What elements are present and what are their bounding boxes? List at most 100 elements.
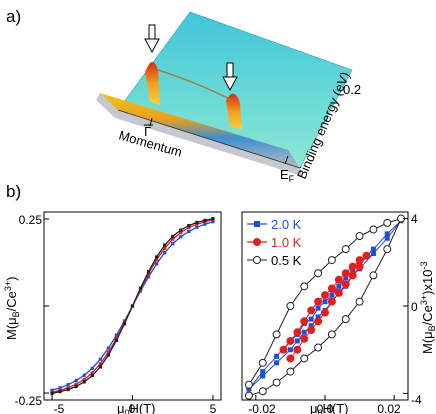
right-point-1-0-k-8 [334, 275, 343, 284]
right-point-0-5-k-6 [327, 256, 336, 265]
left-point-series-0-19 [203, 222, 207, 226]
chart-right-ticks [255, 218, 408, 400]
left-ytick-top: 0.25 [19, 213, 43, 227]
right-point-1-0-k-16 [334, 288, 343, 297]
right-point-2-0-k-25 [315, 314, 321, 320]
quasiparticle-peak-left [145, 61, 160, 105]
left-xtick-neg: -5 [54, 402, 65, 414]
right-point-0-5-k-14 [355, 297, 364, 306]
left-point-series-1-2 [66, 386, 70, 390]
left-point-series-2-4 [82, 380, 86, 384]
left-point-series-2-13 [155, 255, 159, 259]
left-point-series-2-3 [74, 384, 78, 389]
right-point-1-0-k-9 [341, 269, 350, 278]
left-point-series-0-0 [50, 388, 54, 392]
right-point-2-0-k-18 [370, 251, 376, 257]
right-point-0-5-k-13 [369, 271, 378, 280]
left-point-series-1-6 [98, 362, 102, 366]
right-point-0-5-k-20 [272, 378, 281, 387]
right-point-1-0-k-5 [314, 297, 323, 306]
left-point-series-0-15 [171, 242, 175, 246]
left-point-series-1-5 [90, 371, 94, 375]
right-point-0-5-k-10 [383, 218, 392, 227]
left-point-series-2-7 [106, 353, 110, 357]
right-point-2-0-k-8 [322, 299, 328, 305]
right-point-0-5-k-22 [244, 391, 253, 400]
right-xtick-neg: -0.02 [248, 402, 276, 414]
right-point-2-0-k-26 [308, 323, 314, 329]
left-point-series-0-2 [66, 383, 70, 387]
left-point-series-2-15 [171, 234, 175, 238]
left-point-series-0-17 [187, 229, 191, 234]
right-point-2-0-k-31 [260, 373, 266, 379]
left-point-series-2-12 [146, 269, 151, 274]
left-point-series-1-16 [179, 230, 183, 235]
right-point-0-5-k-1 [258, 358, 267, 367]
right-point-1-0-k-11 [355, 256, 364, 265]
dispersion-ridge [157, 69, 233, 101]
right-point-0-5-k-0 [244, 380, 253, 389]
left-xtick-zero: 0 [129, 402, 136, 414]
left-y-axis-label: M(μB/Ce3+) [3, 276, 21, 340]
right-point-1-0-k-7 [327, 284, 336, 293]
legend: 2.0 K 1.0 K 0.5 K [247, 217, 302, 268]
left-point-series-2-0 [50, 391, 54, 395]
right-point-1-0-k-23 [286, 354, 295, 363]
arrow-right [222, 62, 238, 92]
left-point-series-1-12 [146, 272, 151, 276]
left-point-series-0-18 [195, 225, 199, 229]
left-point-series-0-14 [163, 251, 167, 255]
legend-item-2K: 2.0 K [247, 217, 302, 232]
left-point-series-1-4 [82, 377, 86, 382]
right-point-2-0-k-32 [246, 386, 252, 392]
left-point-series-0-20 [211, 220, 215, 224]
right-point-0-5-k-8 [355, 232, 364, 241]
right-point-0-5-k-21 [258, 387, 267, 396]
right-point-1-0-k-2 [293, 328, 302, 337]
left-point-series-2-2 [66, 387, 70, 392]
surface-curtain [100, 93, 300, 168]
right-ytick-bottom: -4 [411, 393, 422, 407]
left-point-series-2-1 [58, 390, 62, 394]
left-point-series-2-16 [179, 228, 183, 232]
left-point-series-1-13 [155, 258, 159, 262]
left-point-series-1-8 [114, 336, 119, 340]
right-point-1-0-k-15 [341, 280, 350, 289]
right-ytick-mid: 0 [411, 300, 418, 314]
right-point-2-0-k-6 [308, 316, 314, 322]
right-point-1-0-k-19 [314, 317, 323, 326]
left-ytick-bottom: -0.25 [15, 394, 43, 408]
right-point-0-5-k-19 [286, 367, 295, 376]
right-point-1-0-k-13 [355, 262, 364, 271]
right-point-0-5-k-3 [286, 302, 295, 310]
left-point-series-0-3 [74, 378, 78, 383]
surface-base [96, 93, 302, 176]
right-point-1-0-k-14 [348, 271, 357, 280]
chart-right: 4 0 -4 -0.02 0.0 0.02 M(μB/Ce3+)x10-3 2.… [241, 211, 436, 414]
left-xtick-pos: 5 [210, 402, 217, 414]
left-point-series-2-18 [195, 220, 199, 225]
left-point-series-1-14 [163, 246, 167, 250]
right-y-axis-label: M(μB/Ce3+)x10-3 [419, 262, 436, 354]
right-point-1-0-k-3 [300, 317, 309, 326]
left-point-series-2-9 [122, 322, 127, 326]
legend-item-1K: 1.0 K [247, 235, 302, 250]
chart-right-marks [244, 214, 406, 400]
right-point-2-0-k-7 [315, 305, 321, 311]
right-point-1-0-k-12 [362, 251, 371, 260]
right-point-0-5-k-16 [327, 330, 336, 339]
right-point-2-0-k-30 [274, 360, 280, 366]
right-xtick-zero: 0.0 [317, 402, 334, 414]
right-point-0-5-k-15 [341, 315, 350, 324]
legend-label-05K: 0.5 K [271, 253, 302, 268]
fermi-label: EF [280, 167, 295, 184]
right-point-1-0-k-6 [321, 291, 329, 300]
left-point-series-0-16 [179, 235, 183, 239]
left-point-series-1-15 [171, 237, 175, 241]
right-point-0-5-k-2 [272, 330, 281, 339]
right-point-0-5-k-5 [314, 269, 323, 278]
right-point-0-5-k-17 [314, 343, 323, 352]
right-point-0-5-k-7 [341, 245, 350, 254]
right-point-2-0-k-29 [287, 347, 293, 353]
right-point-2-0-k-14 [370, 246, 376, 252]
